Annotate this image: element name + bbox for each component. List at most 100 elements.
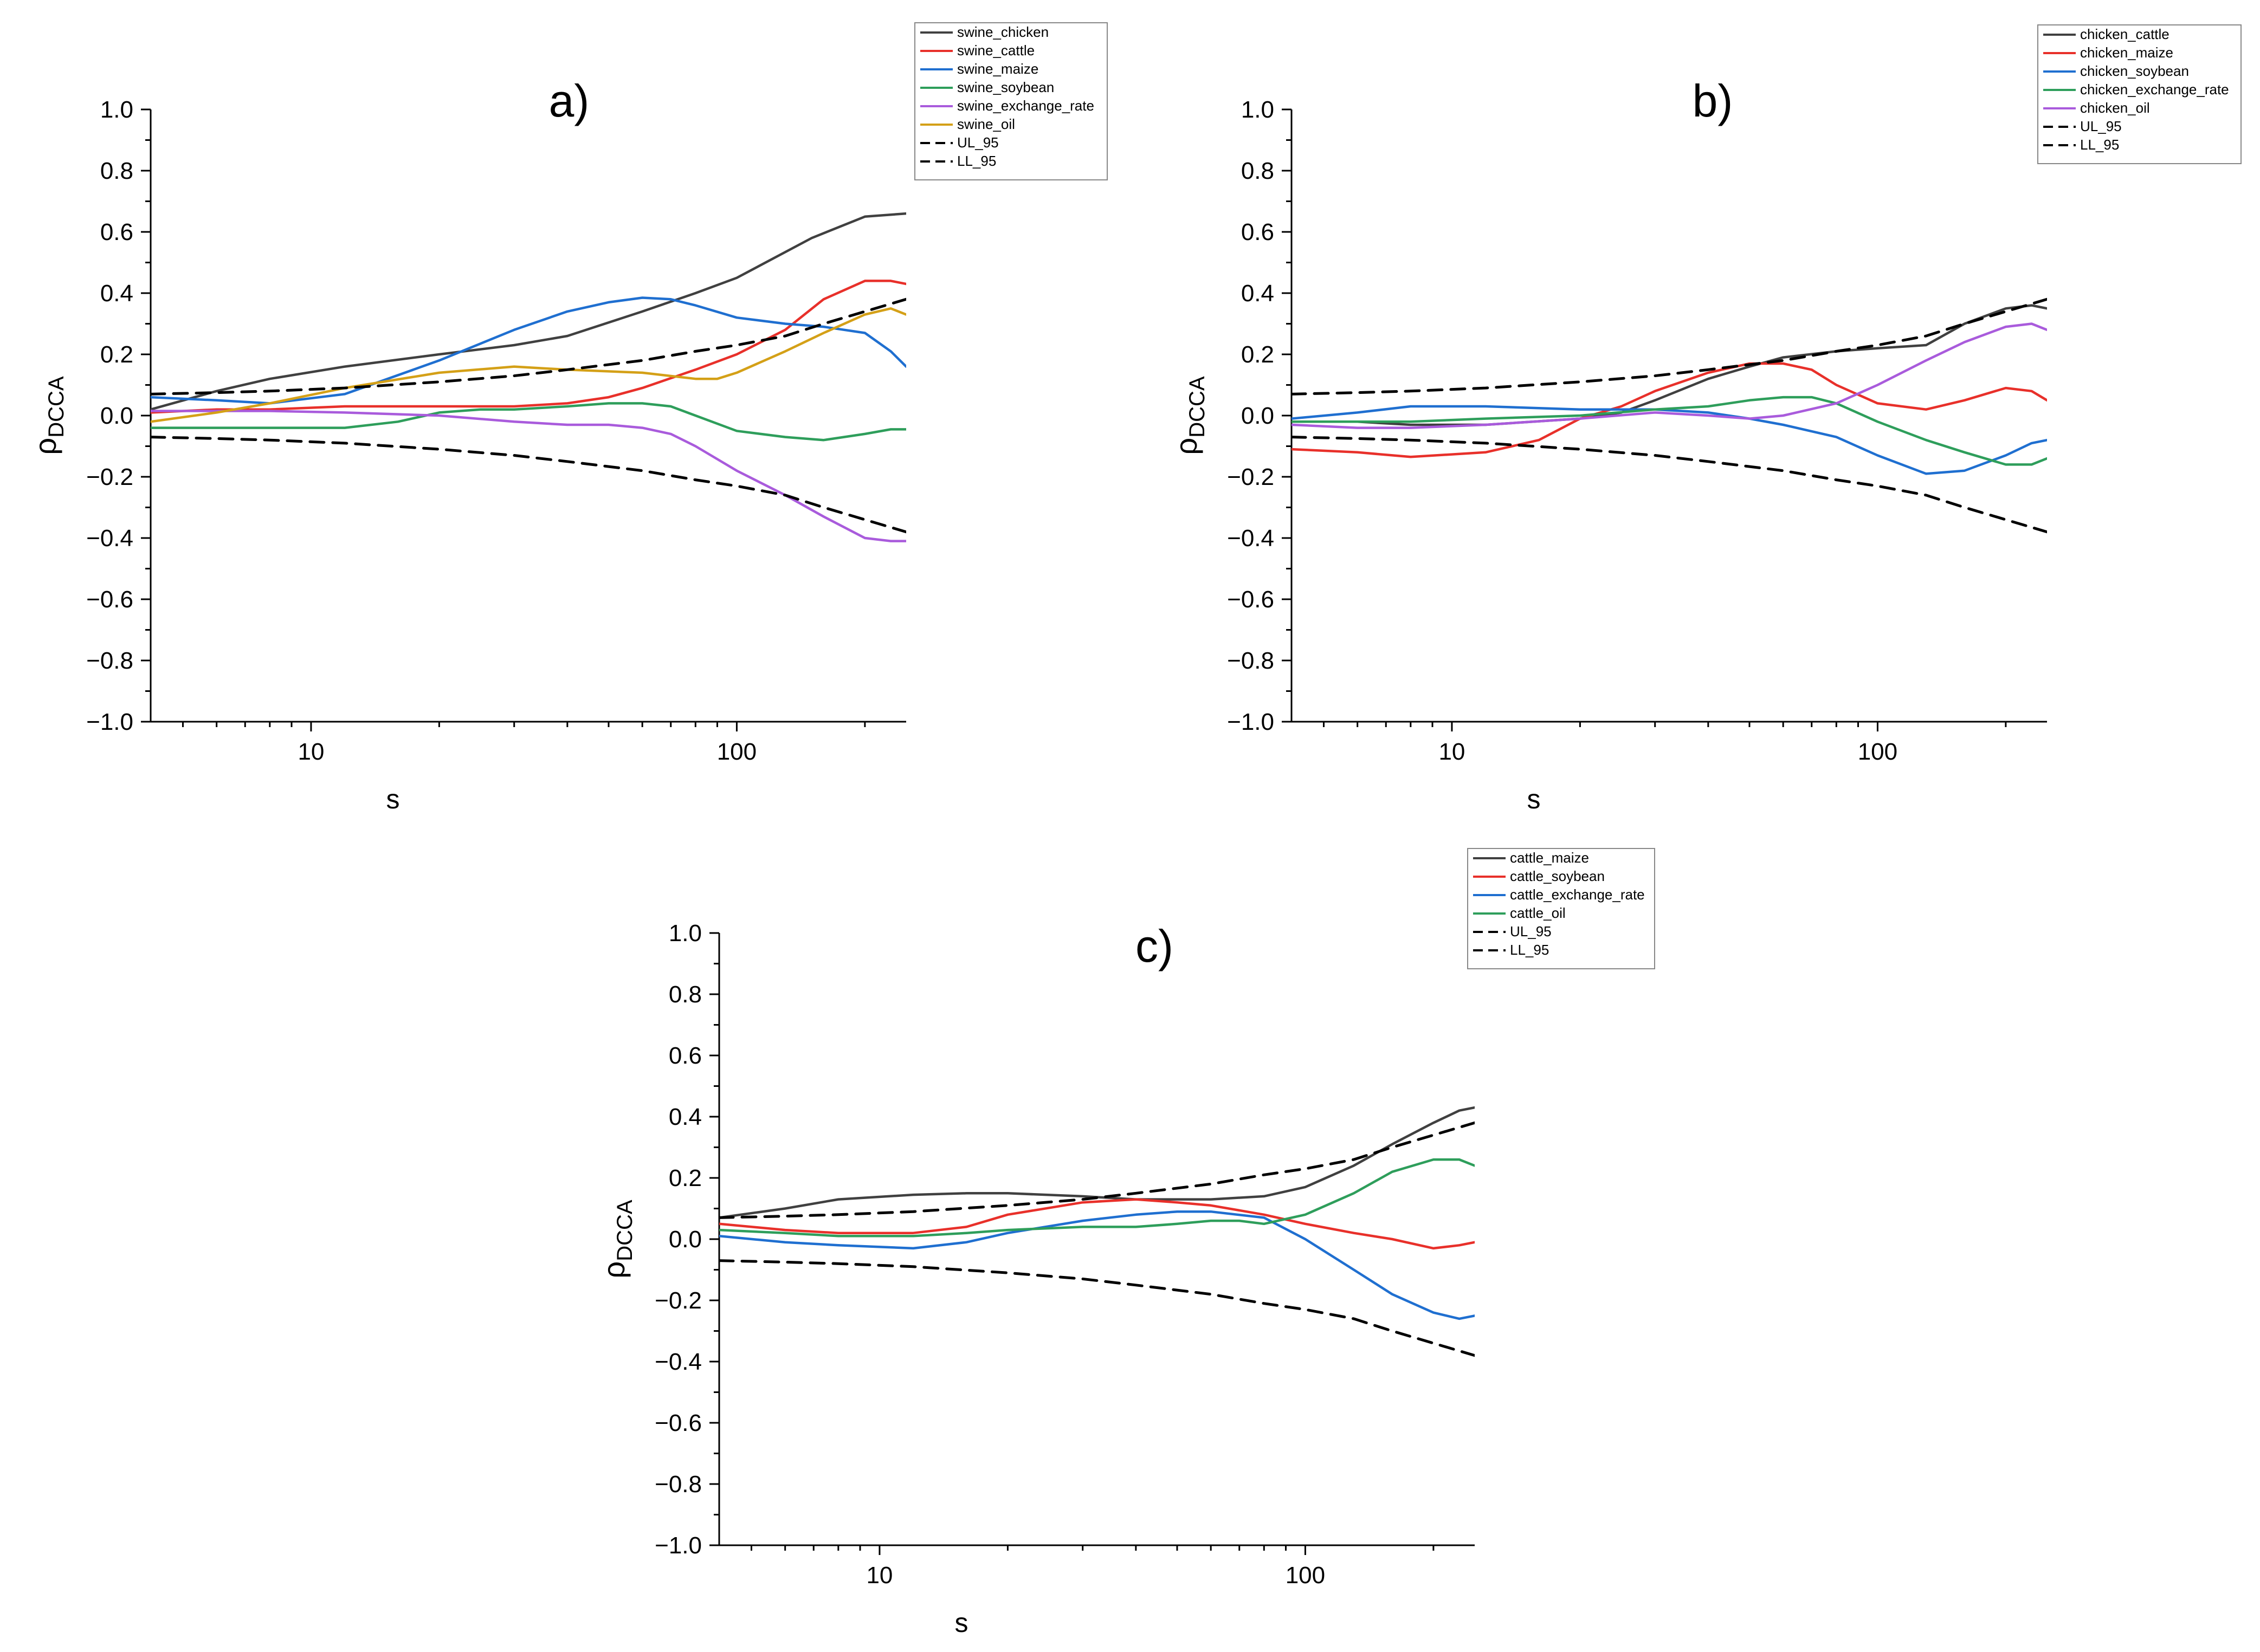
legend-label: LL_95 [1510,942,1549,958]
legend-label: cattle_oil [1510,905,1566,921]
y-tick-label: 0.8 [100,158,133,184]
y-tick-label: 1.0 [669,920,702,947]
legend-label: swine_exchange_rate [957,98,1094,114]
y-axis-title-rho: ρ [28,438,62,455]
y-tick-label: −0.2 [86,464,133,490]
y-tick-label: 0.0 [100,403,133,429]
legend-label: swine_maize [957,61,1038,77]
chart-panel-3: −1.0 −0.8 −0.6 −0.4 −0.2 0.0 0.2 0.4 0.6 0.8 1.0 10… [597,848,1655,1638]
panel-label: b) [1693,75,1733,126]
legend-label: chicken_maize [2080,44,2173,61]
series-layer [151,212,906,542]
y-tick-label: 0.6 [669,1042,702,1069]
chart-panel-2: −1.0 −0.8 −0.6 −0.4 −0.2 0.0 0.2 0.4 0.6 0.8 1.0 10… [1169,24,2242,814]
series-line-swine-maize [151,296,906,405]
x-tick-label: 10 [866,1562,893,1589]
legend-label: cattle_soybean [1510,868,1605,884]
chart-panel-1: −1.0 −0.8 −0.6 −0.4 −0.2 0.0 0.2 0.4 0.6 0.8 1.0 10… [28,22,1108,814]
y-tick-label: 0.6 [100,219,133,245]
y-tick-label: 0.8 [1241,158,1274,184]
legend-box [1467,848,1655,969]
y-tick-label: −0.6 [1227,586,1274,613]
legend-label: swine_chicken [957,24,1049,40]
series-line-cattle-oil [719,1158,1475,1238]
series-line-cattle-maize [719,1106,1475,1219]
legend-box [2037,24,2242,164]
y-tick-label: 0.0 [669,1226,702,1253]
y-axis-title-subscript: DCCA [44,376,68,438]
series-line-UL-95 [151,297,906,396]
series-layer [719,1106,1475,1357]
legend-label: chicken_exchange_rate [2080,81,2229,98]
x-tick-label: 100 [1858,738,1897,765]
y-tick-label: −0.2 [1227,464,1274,490]
series-line-swine-chicken [151,212,906,411]
series-line-cattle-exchange-rate [719,1210,1475,1320]
y-axis-title: ρDCCA [597,1200,637,1279]
y-tick-label: −0.6 [86,586,133,613]
y-tick-label: 0.2 [100,341,133,368]
y-tick-label: −0.4 [86,525,133,552]
x-tick-label: 10 [1438,738,1465,765]
x-tick-label: 10 [298,738,324,765]
y-tick-label: 1.0 [100,96,133,123]
y-tick-label: −0.6 [655,1410,702,1436]
y-tick-label: 0.4 [1241,280,1274,307]
y-tick-label: 0.4 [669,1104,702,1130]
legend-label: chicken_oil [2080,100,2150,116]
series-line-UL-95 [719,1121,1475,1219]
series-line-chicken-oil [1292,322,2047,429]
legend-label: UL_95 [957,134,999,151]
legend-label: swine_oil [957,116,1015,132]
legend-label: swine_soybean [957,79,1054,95]
series-line-UL-95 [1292,297,2047,396]
y-tick-label: −0.8 [1227,647,1274,674]
y-tick-label: 0.0 [1241,403,1274,429]
x-tick-label: 100 [1286,1562,1325,1589]
legend-label: cattle_exchange_rate [1510,886,1645,903]
legend-label: LL_95 [957,153,996,169]
legend-label: chicken_cattle [2080,26,2169,42]
y-tick-label: −0.8 [655,1471,702,1498]
y-axis-title: ρDCCA [1169,376,1209,455]
legend-label: UL_95 [1510,923,1552,940]
y-tick-label: 0.2 [669,1165,702,1191]
panel-label: c) [1135,921,1173,971]
series-line-LL-95 [1292,436,2047,534]
panel-label: a) [549,75,590,126]
legend: cattle_maize cattle_soybean cattle_exchang… [1467,848,1655,969]
series-line-LL-95 [151,436,906,534]
x-axis-title: s [955,1608,968,1638]
y-tick-label: −1.0 [1227,709,1274,735]
x-axis-title: s [1527,784,1541,814]
y-axis-title-rho: ρ [597,1261,631,1279]
y-tick-label: −0.8 [86,647,133,674]
y-axis-title-rho: ρ [1169,438,1203,455]
series-line-chicken-exchange-rate [1292,396,2047,466]
series-layer [1292,297,2047,534]
y-axis-title-subscript: DCCA [613,1200,637,1261]
x-axis-title: s [386,784,400,814]
x-tick-label: 100 [717,738,757,765]
y-tick-label: 0.6 [1241,219,1274,245]
legend-box [914,22,1108,180]
series-line-swine-soybean [151,402,906,442]
series-line-LL-95 [719,1259,1475,1357]
y-axis-title: ρDCCA [28,376,68,455]
legend-label: LL_95 [2080,137,2119,153]
legend-label: chicken_soybean [2080,63,2189,79]
y-tick-label: 0.2 [1241,341,1274,368]
series-line-swine-cattle [151,280,906,414]
y-axis-title-subscript: DCCA [1185,376,1209,438]
legend: swine_chicken swine_cattle swine_maizeswin… [914,22,1108,180]
legend-label: UL_95 [2080,118,2122,134]
series-line-chicken-soybean [1292,405,2047,475]
y-tick-label: 0.8 [669,981,702,1008]
y-tick-label: −0.4 [655,1349,702,1375]
legend-label: cattle_maize [1510,850,1589,866]
y-tick-label: 0.4 [100,280,133,307]
legend: chicken_cattle chicken_maize chicken_soybe… [2037,24,2242,164]
legend-label: swine_cattle [957,42,1035,59]
y-tick-label: −0.4 [1227,525,1274,552]
